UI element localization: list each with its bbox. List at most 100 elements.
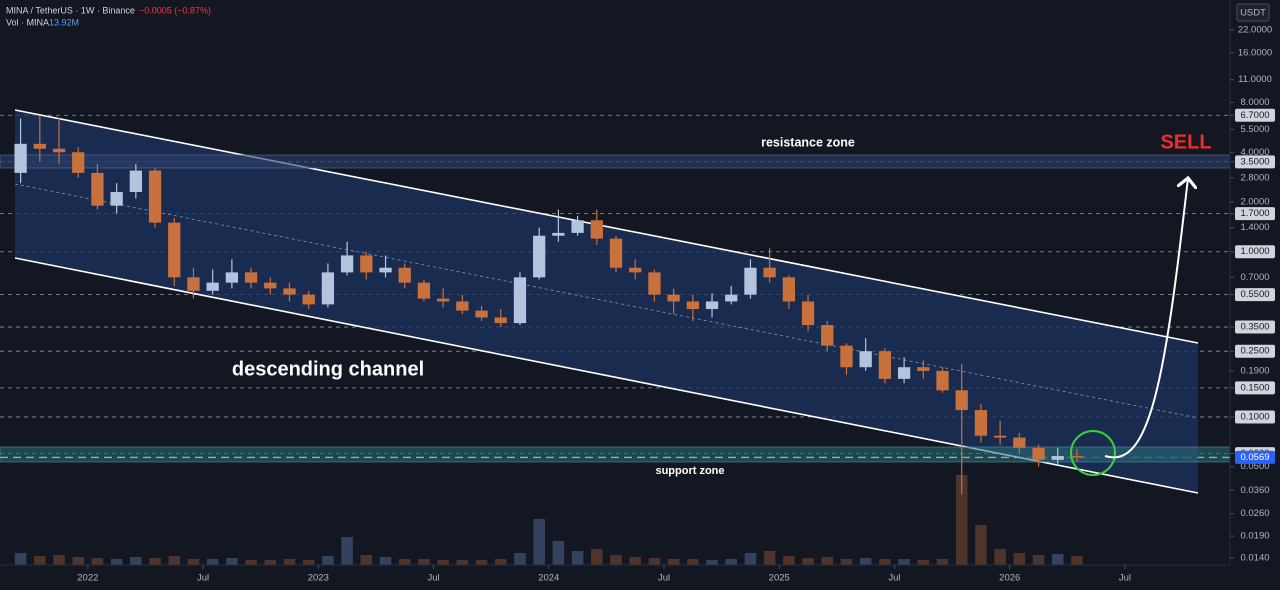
y-tick-box	[1235, 320, 1275, 334]
volume-bar	[783, 556, 795, 565]
volume-bar	[302, 560, 315, 565]
candle-body	[302, 294, 315, 305]
y-tick-label: 8.0000	[1240, 97, 1269, 108]
candle-body	[340, 255, 354, 273]
volume-bar	[418, 559, 430, 565]
y-tick-label: 5.5000	[1240, 124, 1269, 135]
y-tick-label: 0.1900	[1240, 365, 1269, 376]
volume-bar	[437, 560, 449, 565]
y-tick-label: 3.5000	[1240, 156, 1269, 167]
y-tick-box	[1235, 207, 1275, 221]
channel-upper	[14, 109, 1199, 344]
volume-bar	[706, 560, 718, 565]
x-tick-label: Jul	[888, 573, 900, 584]
volume-bar	[110, 559, 123, 565]
candle-body	[417, 282, 431, 299]
y-tick-label: 0.3500	[1240, 322, 1269, 333]
volume-bar	[898, 559, 910, 565]
volume-bar	[341, 537, 353, 565]
volume-bar	[264, 560, 277, 565]
y-tick-label: 2.0000	[1240, 197, 1269, 208]
volume-bar	[1032, 555, 1045, 565]
candle-body	[840, 345, 853, 368]
candle-body	[456, 301, 469, 311]
candle-body	[667, 294, 680, 302]
arrow	[1104, 178, 1188, 459]
volume-bar	[149, 558, 161, 565]
x-tick-label: Jul	[1119, 573, 1131, 584]
candle-body	[1051, 456, 1064, 460]
volume-bar	[859, 558, 872, 565]
volume-bar	[821, 557, 834, 565]
volume-bar	[744, 553, 757, 565]
volume-bar	[610, 555, 622, 565]
candle-body	[91, 172, 104, 206]
volume-bar	[591, 549, 603, 565]
x-tick-label: Jul	[658, 573, 670, 584]
volume-bar	[936, 559, 949, 565]
last-price-label: 0.0569	[1240, 452, 1269, 463]
change: −0.0005 (−0.87%)	[139, 5, 211, 15]
time-axis-bg	[0, 565, 1280, 590]
highlight-circle	[1070, 430, 1116, 476]
candle-body	[225, 272, 239, 283]
candle-body	[264, 282, 277, 289]
volume-bar	[72, 557, 84, 565]
y-tick-box	[1235, 108, 1275, 122]
candle-body	[14, 143, 27, 173]
volume-bar	[879, 559, 891, 565]
volume-bar	[917, 560, 930, 565]
volume-bar	[1013, 553, 1026, 565]
y-tick-label: 0.7000	[1240, 272, 1269, 283]
candle-body	[475, 310, 488, 318]
candle-body	[72, 152, 85, 173]
candle-body	[129, 170, 142, 192]
volume-bar	[456, 560, 469, 565]
volume-bar	[130, 557, 142, 565]
volume-bar	[187, 559, 200, 565]
volume-bar	[360, 555, 373, 565]
y-tick-label: 6.7000	[1240, 110, 1269, 121]
symbol: MINA / TetherUS · 1W · Binance	[6, 5, 135, 15]
candle-body	[801, 301, 815, 326]
volume-bar	[245, 560, 257, 565]
volume-bar	[763, 551, 776, 565]
volume-bar	[34, 556, 46, 565]
candle-body	[321, 272, 335, 305]
volume-bar	[840, 559, 853, 565]
currency-box[interactable]	[1236, 3, 1270, 22]
volume-bar	[398, 559, 411, 565]
volume-bar	[667, 559, 680, 565]
volume-last: 13.92M	[49, 17, 79, 27]
currency[interactable]: USDT	[1240, 8, 1266, 19]
candle-body	[52, 148, 66, 153]
volume-bar	[206, 559, 219, 565]
y-tick-label: 0.5500	[1240, 289, 1269, 300]
y-tick-box	[1235, 344, 1275, 358]
candle-body	[110, 191, 123, 206]
x-tick-label: 2024	[538, 573, 559, 584]
candle-body	[782, 277, 796, 302]
volume-title: Vol · MINA	[6, 17, 49, 27]
x-tick-label: Jul	[427, 573, 439, 584]
volume-bar	[379, 557, 392, 565]
drawings	[0, 109, 1230, 494]
volume-bar	[91, 558, 104, 565]
volume-bar	[226, 558, 238, 565]
volume-bar	[802, 558, 814, 565]
y-tick-label: 1.0000	[1240, 246, 1269, 257]
candle-body	[187, 277, 200, 291]
candle-body	[744, 267, 757, 295]
candle-body	[878, 351, 892, 379]
last-price-box	[1235, 450, 1275, 464]
support-zone	[0, 446, 1230, 463]
candle-body	[993, 435, 1007, 438]
candle-body	[360, 255, 373, 273]
support-label: support zone	[655, 465, 724, 477]
candle-body	[379, 267, 392, 273]
candle-body	[936, 370, 949, 391]
candle-body	[1013, 437, 1026, 448]
y-tick-label: 4.0000	[1240, 147, 1269, 158]
y-tick-label: 0.0500	[1240, 461, 1269, 472]
volume-bar	[994, 549, 1006, 565]
